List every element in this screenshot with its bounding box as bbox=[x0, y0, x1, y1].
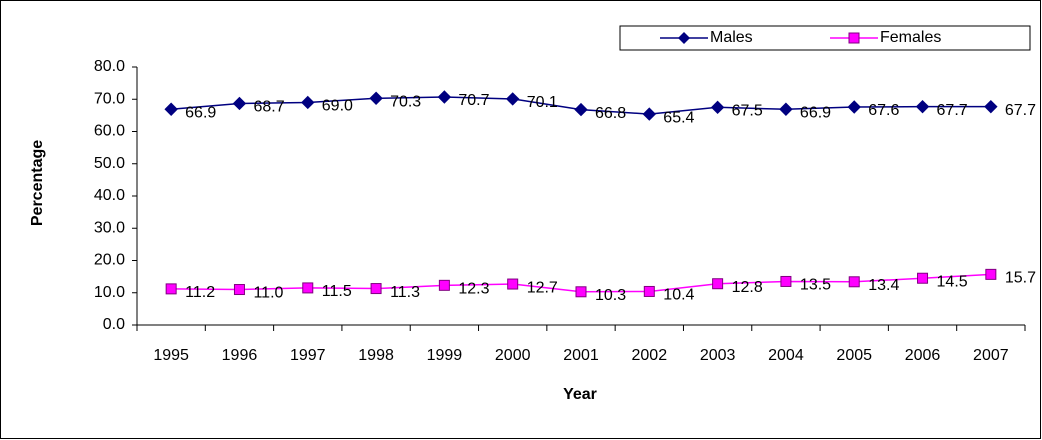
data-label: 11.3 bbox=[390, 284, 420, 301]
data-point bbox=[643, 285, 655, 297]
data-point bbox=[642, 107, 657, 121]
data-point bbox=[985, 268, 997, 280]
data-label: 69.0 bbox=[322, 98, 353, 115]
data-label: 11.5 bbox=[322, 283, 352, 300]
data-label: 67.5 bbox=[732, 103, 763, 120]
y-tick-label: 70.0 bbox=[94, 90, 125, 107]
data-point bbox=[164, 102, 178, 116]
data-point bbox=[507, 278, 519, 290]
x-tick-label: 2000 bbox=[495, 347, 531, 364]
x-tick-label: 1999 bbox=[427, 347, 463, 364]
data-point bbox=[574, 102, 588, 117]
data-point bbox=[301, 95, 315, 110]
data-label: 68.7 bbox=[253, 99, 284, 116]
y-tick-label: 40.0 bbox=[94, 187, 125, 204]
data-point bbox=[984, 99, 998, 114]
data-label: 12.7 bbox=[527, 279, 558, 296]
legend-label: Males bbox=[710, 29, 753, 46]
legend-label: Females bbox=[880, 29, 941, 46]
y-tick-label: 60.0 bbox=[94, 123, 125, 140]
data-label: 10.4 bbox=[663, 287, 694, 304]
data-label: 67.7 bbox=[1005, 102, 1036, 119]
data-label: 11.2 bbox=[185, 284, 215, 301]
data-point bbox=[233, 284, 245, 296]
x-tick-label: 2007 bbox=[973, 347, 1009, 364]
data-label: 65.4 bbox=[663, 109, 694, 126]
data-label: 70.3 bbox=[390, 94, 421, 111]
x-tick-label: 1997 bbox=[290, 347, 326, 364]
legend-marker bbox=[678, 32, 690, 44]
x-tick-label: 2006 bbox=[905, 347, 941, 364]
x-tick-label: 2003 bbox=[700, 347, 736, 364]
data-point bbox=[847, 100, 861, 114]
data-point bbox=[369, 91, 383, 105]
y-axis-title: Percentage bbox=[29, 140, 46, 226]
y-tick-label: 10.0 bbox=[94, 284, 125, 301]
data-point bbox=[165, 283, 177, 295]
y-tick-label: 80.0 bbox=[94, 58, 125, 75]
data-point bbox=[848, 276, 860, 288]
x-tick-label: 1995 bbox=[153, 347, 189, 364]
x-axis-title: Year bbox=[563, 386, 597, 403]
data-point bbox=[780, 275, 792, 287]
x-tick-label: 1998 bbox=[358, 347, 394, 364]
data-point bbox=[779, 102, 793, 116]
data-label: 12.3 bbox=[458, 281, 489, 298]
x-tick-label: 2004 bbox=[768, 347, 804, 364]
data-label: 67.6 bbox=[868, 102, 899, 119]
data-label: 15.7 bbox=[1005, 270, 1036, 287]
data-label: 13.5 bbox=[800, 277, 831, 294]
data-point bbox=[437, 90, 452, 104]
data-point bbox=[302, 282, 314, 294]
data-label: 70.1 bbox=[527, 94, 558, 111]
x-tick-label: 2005 bbox=[836, 347, 872, 364]
data-point bbox=[575, 286, 587, 298]
data-label: 14.5 bbox=[937, 273, 968, 290]
x-tick-label: 2002 bbox=[632, 347, 668, 364]
data-label: 12.8 bbox=[732, 279, 763, 296]
y-tick-label: 50.0 bbox=[94, 155, 125, 172]
data-point bbox=[917, 272, 929, 284]
data-label: 66.9 bbox=[185, 104, 216, 121]
legend-marker bbox=[848, 32, 860, 44]
data-point bbox=[710, 100, 725, 115]
x-tick-label: 2001 bbox=[563, 347, 599, 364]
y-tick-label: 0.0 bbox=[103, 316, 125, 333]
data-label: 67.7 bbox=[937, 102, 968, 119]
data-label: 11.0 bbox=[253, 285, 283, 302]
data-point bbox=[370, 283, 382, 295]
y-tick-label: 30.0 bbox=[94, 219, 125, 236]
data-label: 70.7 bbox=[458, 92, 489, 109]
data-label: 10.3 bbox=[595, 287, 626, 304]
data-point bbox=[438, 279, 450, 291]
data-label: 66.8 bbox=[595, 105, 626, 122]
data-point bbox=[505, 92, 520, 106]
y-tick-label: 20.0 bbox=[94, 252, 125, 269]
data-point bbox=[915, 99, 930, 114]
x-tick-label: 1996 bbox=[222, 347, 258, 364]
data-point bbox=[712, 278, 724, 290]
data-label: 13.4 bbox=[868, 277, 899, 294]
data-point bbox=[232, 96, 247, 111]
data-label: 66.9 bbox=[800, 104, 831, 121]
